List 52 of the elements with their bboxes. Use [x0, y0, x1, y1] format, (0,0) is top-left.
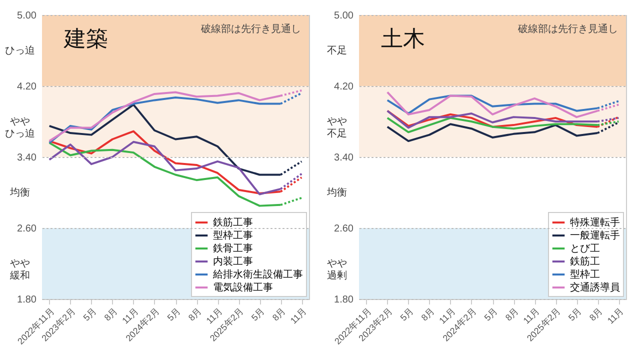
legend-label: 一般運転手	[570, 230, 620, 242]
x-tick-label: 5月	[566, 306, 584, 323]
legend-label: 鉄筋工	[570, 256, 600, 268]
band-label: やや緩和	[9, 258, 30, 282]
x-tick-label: 11月	[437, 306, 458, 326]
x-tick-label: 8月	[186, 306, 204, 323]
x-tick-label: 5月	[249, 306, 266, 323]
y-tick-label: 5.00	[334, 10, 354, 22]
legend-label: 鉄筋工事	[213, 216, 253, 228]
band-label: やや不足	[327, 116, 347, 140]
band-label: やや過剰	[327, 258, 347, 282]
x-tick-label: 5月	[482, 306, 500, 323]
annotation: 破線部は先行き見通し	[200, 23, 301, 35]
annotation: 破線部は先行き見通し	[517, 23, 618, 35]
x-tick-label: 5月	[81, 306, 98, 323]
legend-label: 交通誘導員	[570, 282, 620, 294]
legend-label: 型枠工事	[213, 230, 253, 242]
legend-label: 電気設備工事	[213, 282, 273, 294]
x-tick-label: 11月	[120, 306, 140, 326]
band-label: ひっ迫	[5, 44, 35, 56]
y-tick-label: 1.80	[17, 294, 37, 306]
band-label: 不足	[327, 46, 347, 56]
x-tick-label: 11月	[521, 306, 542, 326]
x-tick-label: 8月	[102, 306, 120, 323]
x-tick-label: 5月	[398, 306, 416, 323]
legend-label: とび工	[570, 244, 600, 254]
x-tick-label: 8月	[588, 306, 604, 323]
x-tick-label: 11月	[288, 306, 309, 326]
y-tick-label: 4.20	[334, 82, 354, 92]
y-tick-label: 3.40	[17, 152, 37, 164]
band-label: 均衡	[9, 186, 30, 198]
band-label: 均衡	[326, 186, 347, 198]
y-tick-label: 5.00	[17, 10, 37, 22]
x-tick-label: 11月	[204, 306, 224, 326]
legend-label: 給排水衛生設備工事	[212, 268, 303, 280]
band-label: ややひっ迫	[5, 116, 35, 140]
x-tick-label: 5月	[165, 306, 182, 323]
y-tick-label: 1.80	[334, 294, 354, 306]
y-tick-label: 2.60	[334, 224, 354, 234]
x-tick-label: 8月	[270, 306, 288, 323]
legend-label: 型枠工	[570, 268, 600, 280]
y-tick-label: 2.60	[17, 224, 37, 234]
legend-label: 鉄骨工事	[213, 242, 253, 254]
legend-label: 特殊運転手	[570, 216, 620, 228]
x-tick-label: 11月	[605, 306, 626, 326]
x-tick-label: 8月	[419, 306, 436, 323]
legend-label: 内装工事	[213, 256, 253, 268]
y-tick-label: 4.20	[17, 82, 37, 92]
text: 土木	[381, 26, 425, 51]
x-tick-label: 8月	[503, 306, 520, 323]
y-tick-label: 3.40	[334, 152, 354, 164]
text: 建築	[63, 26, 108, 51]
